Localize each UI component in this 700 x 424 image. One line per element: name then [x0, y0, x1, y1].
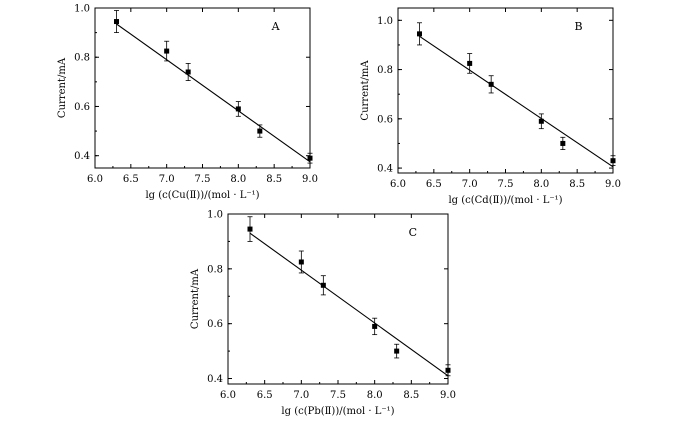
data-marker	[320, 282, 326, 288]
data-point	[307, 152, 313, 164]
x-tick-label: 9.0	[605, 179, 621, 190]
y-tick-label: 0.8	[207, 264, 223, 275]
x-axis-label: lg (c(Cu(Ⅱ))/(mol · L⁻¹)	[145, 190, 259, 201]
y-tick-label: 0.4	[377, 164, 393, 175]
x-tick-label: 6.5	[123, 174, 139, 185]
y-tick-label: 1.0	[207, 210, 223, 221]
y-axis-label: Current/mA	[190, 268, 201, 329]
data-point	[257, 124, 263, 138]
data-point	[610, 155, 616, 167]
x-axis-label: lg (c(Pb(Ⅱ))/(mol · L⁻¹)	[281, 406, 394, 417]
data-marker	[185, 69, 191, 75]
x-tick-label: 7.0	[462, 179, 478, 190]
x-tick-label: 8.5	[403, 390, 419, 401]
x-tick-label: 7.0	[293, 390, 309, 401]
x-tick-label: 6.0	[87, 174, 103, 185]
data-marker	[298, 259, 304, 265]
data-point	[114, 10, 119, 34]
data-marker	[394, 348, 400, 354]
data-point	[247, 216, 253, 242]
y-tick-label: 0.8	[377, 65, 393, 76]
panel-label: A	[271, 20, 281, 33]
y-axis-label: Current/mA	[360, 60, 371, 121]
data-marker	[610, 158, 616, 164]
data-point	[445, 364, 451, 377]
chart-panel-a: 6.0 6.5 7.0 7.5 8.0 8.5 9.0 0.4 0.6 0.8 1.0 Alg (c(…	[57, 4, 318, 202]
x-tick-label: 8.0	[367, 390, 383, 401]
chart-panel-c: 6.0 6.5 7.0 7.5 8.0 8.5 9.0 0.4 0.6 0.8 1.0 Clg (c(…	[190, 210, 456, 418]
x-tick-label: 6.5	[257, 390, 273, 401]
y-tick-label: 0.4	[207, 374, 223, 385]
data-marker	[538, 118, 544, 124]
data-point	[164, 40, 170, 62]
x-tick-label: 8.0	[230, 174, 246, 185]
x-tick-label: 7.5	[330, 390, 346, 401]
panel-label: C	[409, 226, 417, 239]
data-marker	[445, 367, 451, 373]
x-tick-label: 7.5	[195, 174, 211, 185]
x-tick-label: 7.5	[498, 179, 514, 190]
data-marker	[417, 31, 422, 37]
y-tick-label: 0.4	[74, 151, 90, 162]
x-tick-label: 6.5	[426, 179, 442, 190]
data-point	[488, 75, 494, 94]
data-point	[372, 317, 378, 336]
fit-line	[249, 232, 449, 377]
data-marker	[307, 155, 313, 161]
data-point	[417, 22, 422, 46]
data-point	[560, 136, 566, 151]
plot-frame	[227, 213, 449, 385]
data-marker	[235, 106, 241, 112]
y-tick-label: 0.6	[74, 102, 90, 113]
fit-line	[419, 35, 614, 168]
data-marker	[247, 226, 253, 232]
data-marker	[560, 140, 566, 146]
y-axis-label: Current/mA	[57, 57, 68, 118]
data-point	[298, 250, 304, 274]
y-tick-label: 1.0	[74, 4, 90, 15]
data-marker	[372, 323, 378, 329]
y-tick-label: 0.6	[377, 114, 393, 125]
x-tick-label: 8.0	[533, 179, 549, 190]
data-point	[394, 343, 400, 359]
y-tick-label: 0.6	[207, 319, 223, 330]
x-tick-label: 6.0	[390, 179, 406, 190]
data-marker	[257, 128, 263, 134]
data-marker	[114, 19, 119, 25]
data-point	[320, 275, 326, 296]
x-tick-label: 8.5	[569, 179, 585, 190]
data-marker	[164, 48, 170, 54]
x-axis-label: lg (c(Cd(Ⅱ))/(mol · L⁻¹)	[448, 195, 562, 206]
data-point	[467, 53, 473, 74]
x-tick-label: 8.5	[266, 174, 282, 185]
data-marker	[467, 60, 473, 66]
panel-label: B	[575, 20, 583, 33]
data-point	[538, 113, 544, 130]
y-tick-label: 0.8	[74, 53, 90, 64]
x-tick-label: 6.0	[220, 390, 236, 401]
data-marker	[488, 81, 494, 87]
x-tick-label: 7.0	[159, 174, 175, 185]
x-tick-label: 9.0	[302, 174, 318, 185]
fit-line	[116, 23, 311, 163]
data-point	[185, 62, 191, 82]
x-tick-label: 9.0	[440, 390, 456, 401]
y-tick-label: 1.0	[377, 16, 393, 27]
chart-panel-b: 6.0 6.5 7.0 7.5 8.0 8.5 9.0 0.4 0.6 0.8 1.0 Blg (c(…	[360, 7, 621, 206]
data-point	[235, 101, 241, 117]
